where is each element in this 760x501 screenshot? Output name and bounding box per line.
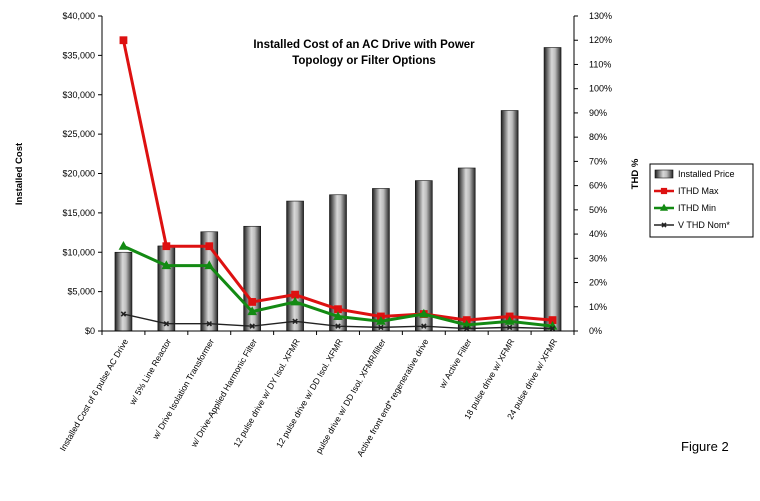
point-v-thd-nom	[120, 311, 127, 317]
x-tick-label: w/ 5% Line Reactor	[127, 337, 173, 408]
legend-label-v-thd-nom: V THD Nom*	[678, 220, 730, 230]
point-v-thd-nom	[421, 323, 427, 329]
point-v-thd-nom	[249, 323, 255, 329]
y2-tick-label: 30%	[589, 253, 607, 263]
point-ithd-min	[161, 260, 172, 270]
point-v-thd-nom	[292, 318, 298, 325]
point-ithd-min	[247, 306, 258, 316]
y2-tick-label: 100%	[589, 84, 612, 94]
bar	[114, 251, 133, 332]
legend-marker-ithd-max	[660, 187, 668, 195]
legend-marker-ithd-min	[659, 203, 669, 211]
point-v-thd-nom	[506, 324, 513, 331]
x-tick-label: Installed Cost of 6 pulse AC Drive	[58, 337, 131, 453]
y-tick-label: $30,000	[62, 90, 95, 100]
y2-tick-label: 60%	[589, 181, 607, 191]
point-v-thd-nom	[463, 325, 470, 332]
point-ithd-min	[118, 240, 129, 250]
y2-axis-title: THD %	[630, 158, 641, 189]
chart-title-line-1: Installed Cost of an AC Drive with Power	[253, 39, 475, 51]
x-tick-label: w/ Active Filter	[437, 337, 474, 391]
legend-marker-v-thd-nom	[661, 222, 667, 228]
y-tick-label: $10,000	[62, 247, 95, 257]
point-v-thd-nom	[163, 320, 170, 327]
bar	[543, 47, 562, 332]
point-ithd-min	[504, 316, 515, 325]
y2-tick-label: 70%	[589, 156, 607, 166]
bar	[243, 225, 261, 332]
point-v-thd-nom	[206, 320, 213, 327]
bar	[372, 188, 390, 332]
y-tick-label: $40,000	[62, 11, 95, 21]
y2-tick-label: 50%	[589, 205, 607, 215]
y-tick-label: $20,000	[62, 169, 95, 179]
x-tick-label: 24 pulse drive w/ XFMR	[505, 337, 559, 421]
y-tick-label: $35,000	[62, 50, 95, 60]
bar	[157, 245, 176, 332]
x-tick-label: Active front end* regenerative drive	[355, 337, 431, 458]
y2-tick-label: 0%	[589, 326, 602, 336]
y2-tick-label: 40%	[589, 229, 607, 239]
y-tick-label: $25,000	[62, 129, 95, 139]
bar	[415, 180, 433, 332]
chart-title-line-2: Topology or Filter Options	[292, 55, 436, 67]
point-ithd-min	[418, 308, 429, 318]
point-ithd-max	[162, 242, 171, 251]
legend-label-ithd-max: ITHD Max	[678, 186, 719, 196]
y2-tick-label: 20%	[589, 278, 607, 288]
point-v-thd-nom	[378, 324, 384, 331]
x-tick-label: 18 pulse drive w/ XFMR	[462, 337, 516, 421]
bar	[500, 110, 519, 332]
point-v-thd-nom	[549, 325, 556, 332]
point-v-thd-nom	[335, 323, 341, 329]
y-tick-label: $15,000	[62, 208, 95, 218]
point-ithd-min	[376, 316, 386, 325]
point-ithd-min	[290, 296, 300, 306]
point-ithd-min	[204, 260, 215, 270]
y2-tick-label: 10%	[589, 302, 607, 312]
point-ithd-max	[119, 36, 128, 45]
point-ithd-min	[333, 311, 343, 320]
y2-tick-label: 130%	[589, 11, 612, 21]
legend-label-ithd-min: ITHD Min	[678, 203, 716, 213]
legend-label-installed-price: Installed Price	[678, 169, 735, 179]
point-ithd-max	[205, 242, 214, 251]
y-axis-title: Installed Cost	[14, 142, 25, 205]
bar	[286, 200, 304, 332]
figure-label: Figure 2	[681, 439, 729, 454]
y2-tick-label: 90%	[589, 108, 607, 118]
y-tick-label: $5,000	[67, 287, 95, 297]
y-tick-label: $0	[85, 326, 95, 336]
legend-swatch-installed-price	[654, 169, 674, 179]
point-ithd-max	[248, 298, 257, 306]
y2-tick-label: 110%	[589, 59, 611, 69]
y2-tick-label: 80%	[589, 132, 607, 142]
y2-tick-label: 120%	[589, 35, 612, 45]
legend: Installed Price ITHD Max ITHD Min V THD Nom…	[649, 163, 754, 238]
bar	[457, 167, 476, 332]
x-tick-label: pulse drive w/ DD Isol. XFMR/filter	[314, 337, 388, 455]
